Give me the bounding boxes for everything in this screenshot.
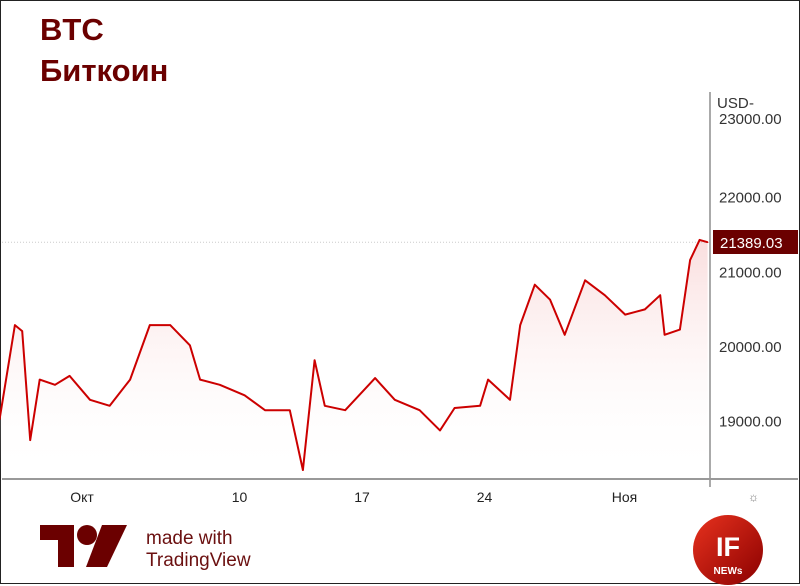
x-tick-label: 17: [354, 489, 370, 505]
svg-text:NEWs: NEWs: [714, 566, 743, 577]
y-tick-label: 20000.00: [719, 339, 782, 356]
x-tick-label: 24: [477, 489, 493, 505]
data-point: [519, 324, 521, 326]
data-point: [54, 384, 56, 386]
made-with-text: made with: [146, 528, 233, 550]
data-point: [69, 375, 71, 377]
area-fill: [0, 240, 708, 478]
data-point: [314, 359, 316, 361]
data-point: [439, 430, 441, 432]
data-point: [679, 329, 681, 331]
data-point: [394, 399, 396, 401]
data-point: [534, 284, 536, 286]
data-point: [624, 314, 626, 316]
data-point: [289, 409, 291, 411]
data-point: [29, 439, 31, 441]
y-axis-unit: USD: [717, 95, 749, 112]
data-point: [169, 324, 171, 326]
data-point: [244, 395, 246, 397]
unit-dash: -: [749, 95, 754, 112]
x-tick-label: 10: [232, 489, 248, 505]
data-point: [302, 469, 304, 471]
data-point: [374, 377, 376, 379]
data-point: [129, 379, 131, 381]
data-point: [39, 379, 41, 381]
data-point: [419, 409, 421, 411]
data-point: [264, 409, 266, 411]
data-point: [509, 399, 511, 401]
svg-text:IF: IF: [716, 532, 740, 562]
data-point: [199, 379, 201, 381]
x-tick-label: Ноя: [612, 489, 637, 505]
data-point: [21, 330, 23, 332]
data-point: [604, 294, 606, 296]
data-point: [109, 405, 111, 407]
data-point: [189, 344, 191, 346]
data-point: [584, 279, 586, 281]
data-point: [699, 239, 701, 241]
data-point: [689, 259, 691, 261]
y-tick-label: 22000.00: [719, 190, 782, 207]
tradingview-text: TradingView: [146, 550, 251, 572]
data-point: [344, 409, 346, 411]
data-point: [707, 241, 709, 243]
y-tick-label: 21000.00: [719, 264, 782, 281]
data-point: [479, 405, 481, 407]
data-point: [324, 405, 326, 407]
data-point: [89, 399, 91, 401]
data-point: [564, 334, 566, 336]
data-point: [14, 324, 16, 326]
data-point: [149, 324, 151, 326]
ifnews-logo: IF NEWs: [692, 514, 764, 586]
y-tick-label: 23000.00: [719, 111, 782, 128]
data-point: [659, 294, 661, 296]
tradingview-logo: [40, 522, 140, 572]
data-point: [454, 407, 456, 409]
y-tick-label: 19000.00: [719, 414, 782, 431]
data-point: [487, 379, 489, 381]
data-point: [549, 299, 551, 301]
data-point: [219, 384, 221, 386]
data-point: [644, 309, 646, 311]
data-point: [664, 334, 666, 336]
x-tick-label: Окт: [70, 489, 94, 505]
last-price-label: 21389.03: [720, 235, 783, 252]
gear-icon[interactable]: ☼: [748, 490, 759, 504]
